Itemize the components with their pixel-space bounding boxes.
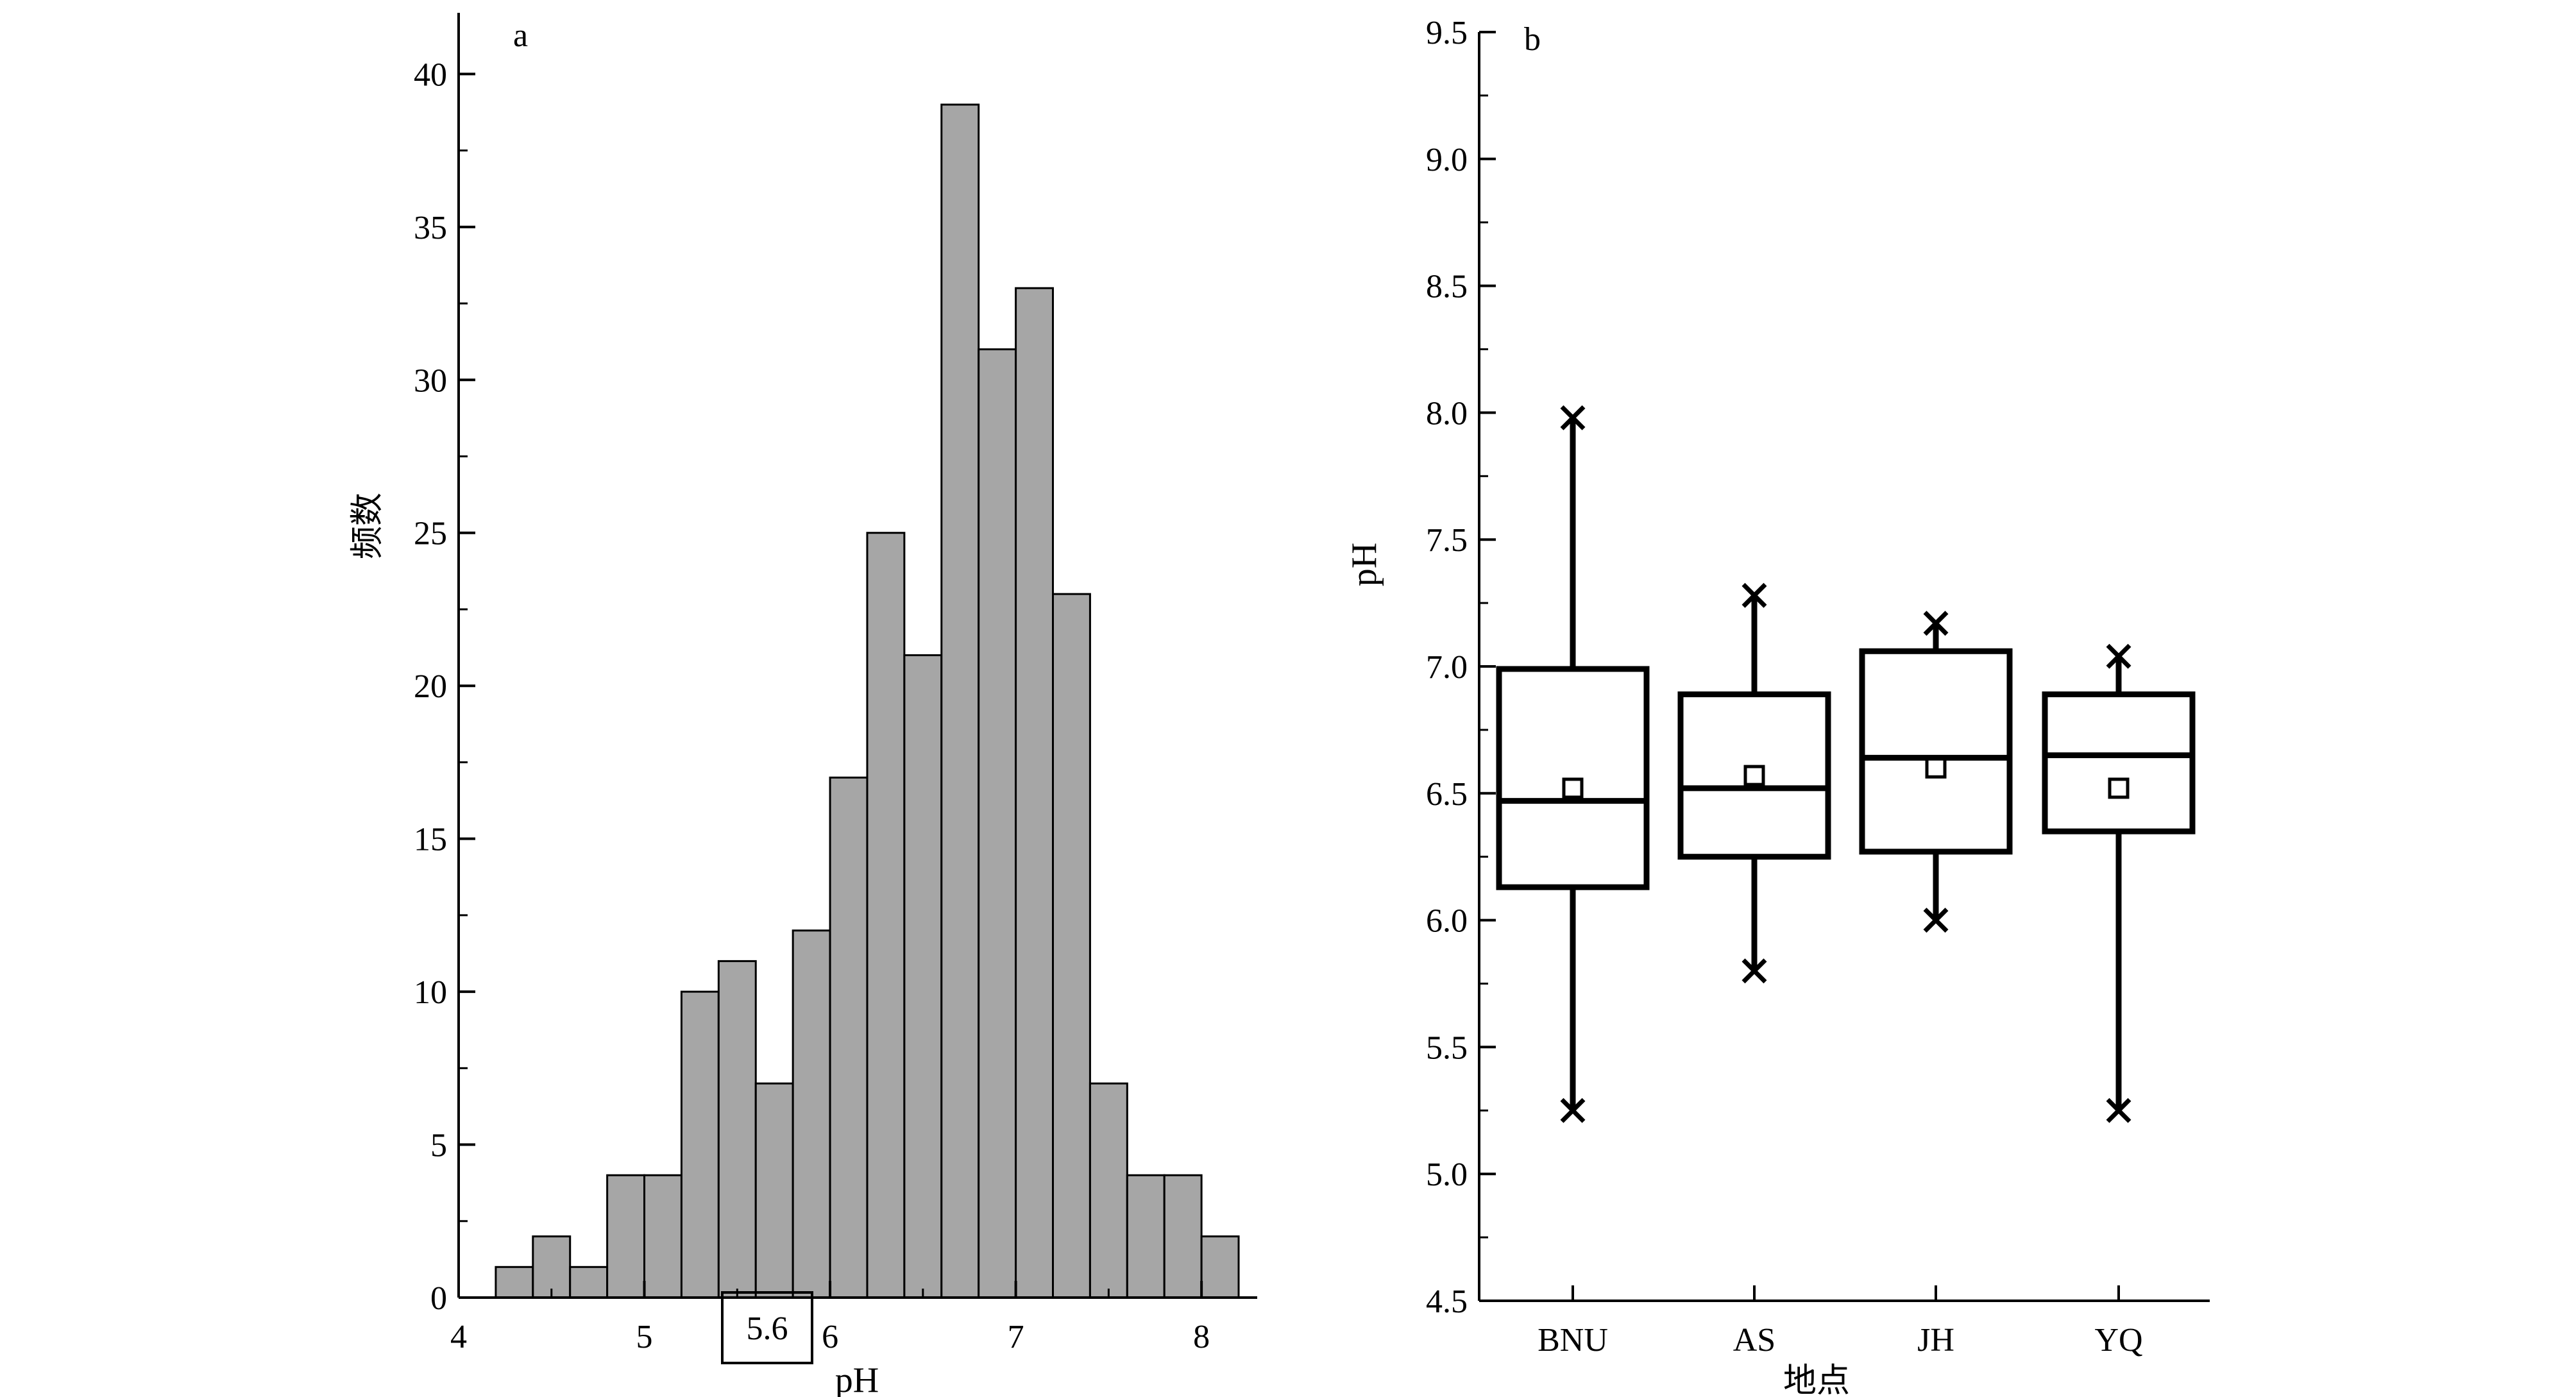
box-mean-marker — [1562, 777, 1584, 799]
boxplot-y-tick-label: 5.0 — [1426, 1156, 1468, 1193]
max-marker — [1923, 611, 1949, 636]
boxplot-y-tick-label: 6.5 — [1426, 776, 1468, 813]
min-marker — [1560, 1097, 1586, 1123]
histogram-bar — [643, 1174, 682, 1299]
histogram-bar — [1163, 1174, 1203, 1299]
histogram-bar — [1200, 1235, 1240, 1299]
min-marker — [2106, 1097, 2131, 1123]
histogram-y-tick-label: 40 — [414, 56, 447, 93]
histogram-bar — [680, 990, 720, 1299]
histogram-bar — [495, 1266, 534, 1299]
histogram-bar — [866, 532, 906, 1299]
boxplot-x-tick-label: AS — [1733, 1322, 1775, 1359]
panel-label-a: a — [513, 17, 528, 54]
box-mean-marker — [2108, 777, 2130, 799]
boxplot-panel: 4.5 5.0 5.5 6.0 6.5 7.0 7.5 8.0 8.5 9.0 9.5 BNU AS JH… — [1344, 15, 2210, 1397]
box-group — [1496, 405, 1650, 1123]
boxplot-y-tick-label: 6.0 — [1426, 903, 1468, 940]
boxplot-boxes — [1496, 405, 2196, 1123]
min-marker — [1923, 908, 1949, 933]
boxplot-y-axis-title: pH — [1344, 543, 1384, 586]
histogram-y-axis-title: 频数 — [348, 493, 387, 559]
box-iqr — [2042, 691, 2196, 834]
box-group — [1859, 611, 2013, 933]
histogram-y-tick-label: 30 — [414, 362, 447, 399]
histogram-bar — [792, 929, 831, 1299]
box-iqr — [1859, 648, 2013, 855]
histogram-bar — [1015, 287, 1055, 1299]
histogram-y-tick-label: 15 — [414, 822, 447, 858]
boxplot-y-tick-label: 8.5 — [1426, 269, 1468, 305]
box-mean-marker — [1743, 765, 1765, 786]
histogram-y-tick-label: 35 — [414, 210, 447, 246]
box-mean-marker — [1925, 757, 1947, 779]
histogram-x-tick-label: 6 — [822, 1319, 838, 1355]
histogram-bar — [569, 1266, 609, 1299]
max-marker — [2106, 643, 2131, 669]
annotation-label: 5.6 — [747, 1310, 788, 1347]
boxplot-x-tick-label: JH — [1917, 1322, 1954, 1359]
histogram-x-tick-label: 4 — [450, 1319, 467, 1355]
histogram-bar — [532, 1235, 572, 1299]
max-marker — [1560, 405, 1586, 430]
histogram-bar — [1126, 1174, 1165, 1299]
histogram-x-tick-label: 8 — [1193, 1319, 1210, 1355]
histogram-x-axis-title: pH — [835, 1360, 879, 1397]
boxplot-y-tick-label: 9.0 — [1426, 142, 1468, 178]
boxplot-x-axis-title: 地点 — [1783, 1362, 1850, 1397]
panel-label-b: b — [1524, 21, 1541, 58]
boxplot-y-tick-label: 7.5 — [1426, 522, 1468, 559]
histogram-bar — [717, 960, 757, 1299]
box-group — [2042, 643, 2196, 1123]
histogram-y-tick-label: 5 — [430, 1128, 447, 1164]
histogram-bar — [940, 103, 980, 1299]
histogram-x-tick-label: 5 — [636, 1319, 653, 1355]
histogram-bar — [1052, 593, 1091, 1299]
histogram-y-tick-label: 20 — [414, 668, 447, 705]
histogram-bars — [495, 103, 1240, 1299]
boxplot-y-tick-label: 8.0 — [1426, 395, 1468, 432]
histogram-bar — [606, 1174, 646, 1299]
histogram-y-tick-label: 25 — [414, 516, 447, 552]
histogram-y-tick-label: 10 — [414, 974, 447, 1011]
histogram-y-tick-label: 0 — [430, 1280, 447, 1317]
boxplot-axes: 4.5 5.0 5.5 6.0 6.5 7.0 7.5 8.0 8.5 9.0 9.5 BNU AS JH… — [1426, 15, 2210, 1359]
boxplot-x-tick-label: YQ — [2094, 1322, 2142, 1359]
boxplot-x-tick-label: BNU — [1538, 1322, 1608, 1359]
histogram-x-tick-label: 7 — [1008, 1319, 1024, 1355]
min-marker — [1741, 958, 1767, 984]
histogram-bar — [903, 654, 943, 1299]
box-group — [1677, 582, 1831, 984]
histogram-bar — [754, 1082, 794, 1299]
boxplot-y-tick-label: 7.0 — [1426, 649, 1468, 686]
annotation-box — [721, 1291, 813, 1364]
max-marker — [1741, 582, 1767, 608]
histogram-bar — [829, 776, 869, 1299]
boxplot-y-tick-label: 4.5 — [1426, 1283, 1468, 1320]
boxplot-y-tick-label: 5.5 — [1426, 1029, 1468, 1066]
histogram-bar — [978, 348, 1017, 1299]
boxplot-y-tick-label: 9.5 — [1426, 15, 1468, 51]
histogram-bar — [1089, 1082, 1128, 1299]
